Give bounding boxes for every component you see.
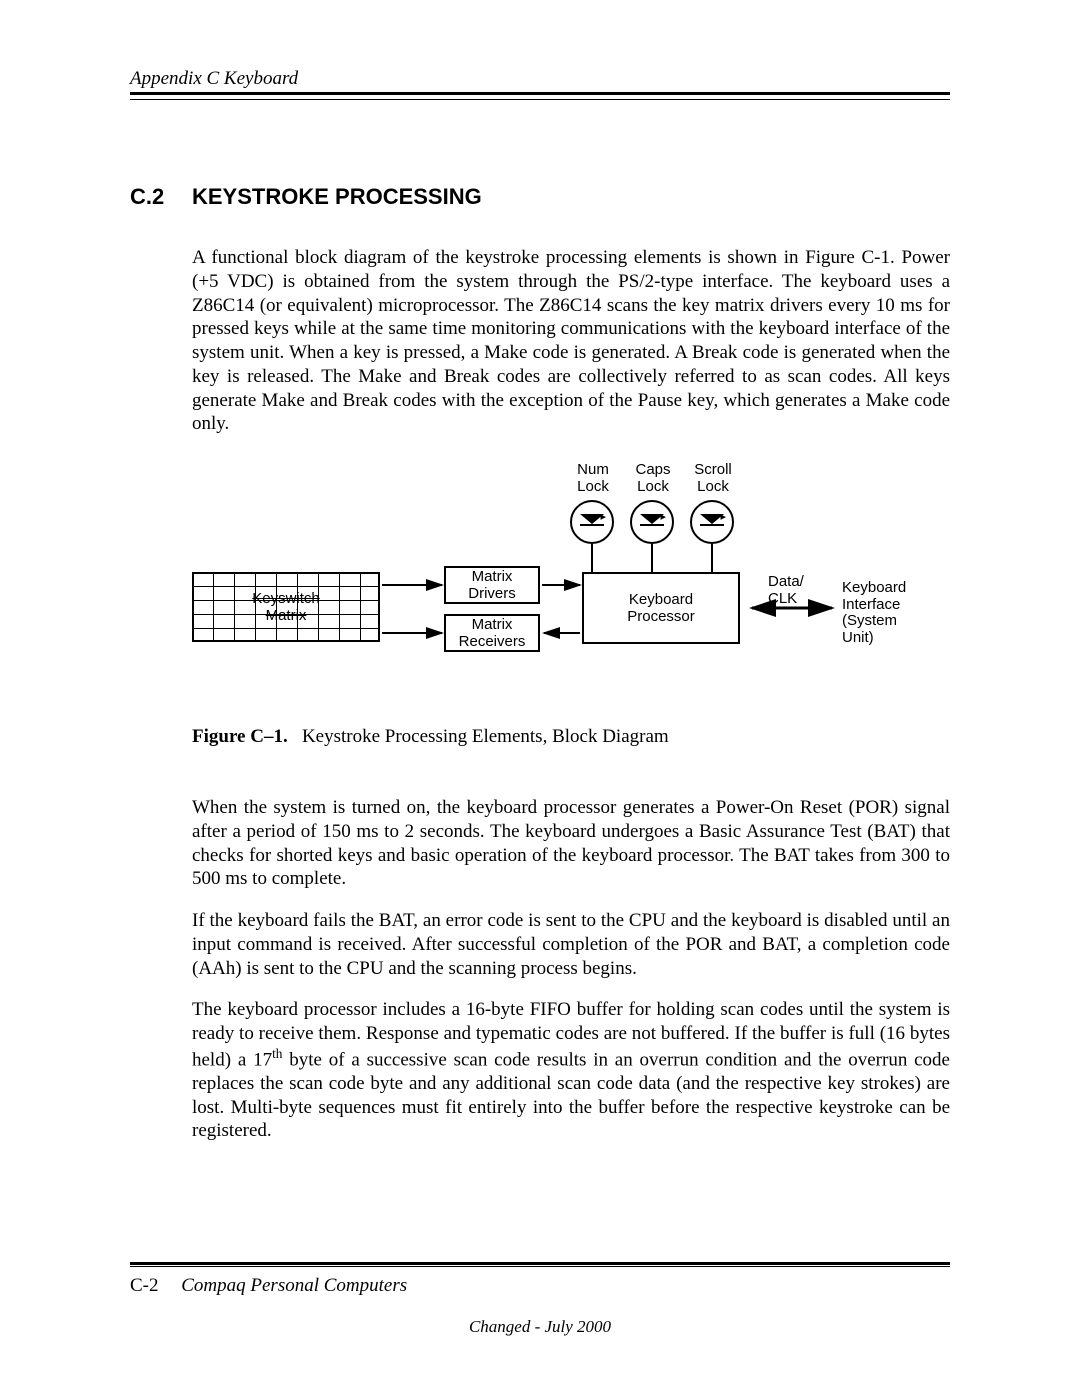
body-paragraphs: When the system is turned on, the keyboa… (192, 796, 950, 1143)
paragraph-2: When the system is turned on, the keyboa… (192, 796, 950, 891)
figure-caption-text: Keystroke Processing Elements, Block Dia… (302, 726, 669, 747)
footer: C-2 Compaq Personal Computers Changed - … (130, 1262, 950, 1337)
paragraph-4-sup: th (272, 1046, 282, 1061)
footer-changed: Changed - July 2000 (130, 1317, 950, 1337)
page: Appendix C Keyboard C.2 KEYSTROKE PROCES… (0, 0, 1080, 1397)
diagram-arrows (192, 462, 932, 692)
paragraph-1: A functional block diagram of the keystr… (192, 246, 950, 436)
section-number: C.2 (130, 184, 192, 210)
footer-text: C-2 Compaq Personal Computers (130, 1275, 950, 1297)
header: Appendix C Keyboard (130, 68, 950, 100)
paragraph-3: If the keyboard fails the BAT, an error … (192, 909, 950, 980)
paragraph-4b: byte of a successive scan code results i… (192, 1049, 950, 1141)
footer-title: Compaq Personal Computers (181, 1275, 407, 1296)
figure-caption: Figure C–1. Keystroke Processing Element… (192, 726, 950, 748)
section-title: KEYSTROKE PROCESSING (192, 184, 482, 210)
footer-page: C-2 (130, 1275, 159, 1296)
header-rule-thick (130, 92, 950, 95)
header-rule-thin (130, 99, 950, 100)
paragraph-4: The keyboard processor includes a 16-byt… (192, 998, 950, 1143)
figure-diagram: Num Lock Caps Lock Scroll Lock ▸ ▸ ▸ Key… (192, 462, 932, 692)
section-heading: C.2 KEYSTROKE PROCESSING (130, 184, 950, 210)
header-appendix: Appendix C Keyboard (130, 68, 950, 92)
figure-label: Figure C–1. (192, 726, 288, 747)
intro-paragraph: A functional block diagram of the keystr… (192, 246, 950, 436)
footer-rule-thin (130, 1266, 950, 1267)
